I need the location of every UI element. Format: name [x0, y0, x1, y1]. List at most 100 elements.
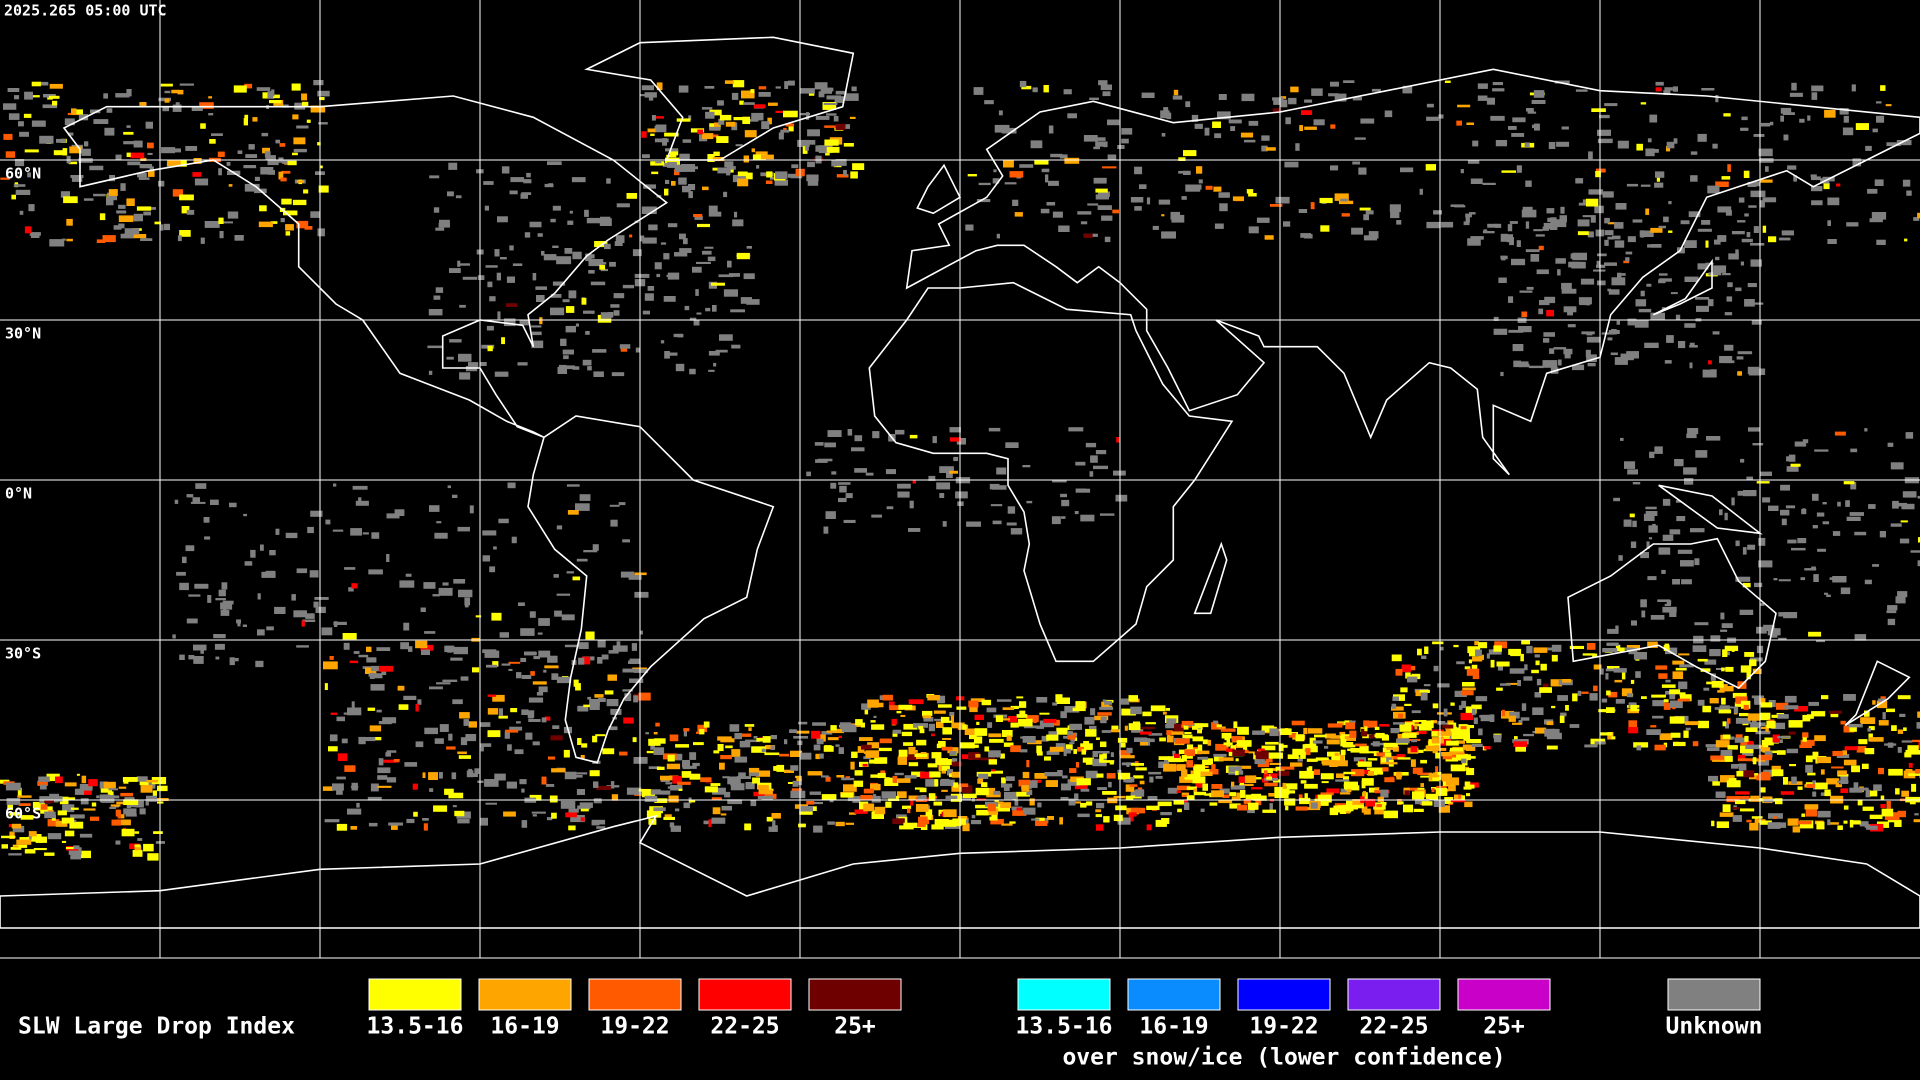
- cloud-pixel: [1373, 751, 1379, 756]
- cloud-pixel: [585, 253, 592, 262]
- cloud-pixel: [1131, 763, 1144, 766]
- cloud-pixel: [1683, 730, 1689, 738]
- cloud-pixel: [1464, 666, 1471, 670]
- cloud-pixel: [1630, 704, 1638, 712]
- cloud-pixel: [1197, 769, 1211, 774]
- cloud-pixel: [1417, 787, 1425, 791]
- cloud-pixel: [850, 171, 858, 179]
- cloud-pixel: [601, 654, 609, 660]
- cloud-pixel: [446, 746, 456, 750]
- cloud-pixel: [172, 634, 176, 639]
- cloud-pixel: [1551, 654, 1558, 662]
- cloud-pixel: [482, 649, 497, 653]
- cloud-pixel: [1343, 776, 1349, 780]
- cloud-pixel: [552, 725, 560, 729]
- cloud-pixel: [1085, 762, 1099, 765]
- cloud-pixel: [1626, 183, 1639, 187]
- cloud-pixel: [799, 806, 813, 812]
- cloud-pixel: [193, 644, 207, 651]
- cloud-pixel: [1339, 736, 1346, 739]
- cloud-pixel: [1497, 665, 1503, 671]
- cloud-pixel: [648, 738, 661, 746]
- cloud-pixel: [324, 683, 328, 690]
- cloud-pixel: [770, 745, 775, 750]
- cloud-pixel: [1435, 752, 1441, 759]
- coastlines: [0, 36, 1920, 929]
- cloud-pixel: [882, 694, 894, 701]
- cloud-pixel: [160, 83, 173, 87]
- cloud-pixel: [1043, 718, 1057, 723]
- cloud-pixel: [1363, 214, 1369, 221]
- cloud-pixel: [608, 726, 618, 731]
- cloud-pixel: [1697, 133, 1707, 142]
- cloud-pixel: [851, 447, 865, 452]
- cloud-pixel: [745, 739, 760, 743]
- cloud-pixel: [248, 144, 255, 150]
- cloud-pixel: [1563, 348, 1573, 355]
- cloud-pixel: [761, 154, 774, 160]
- cloud-pixel: [1908, 773, 1920, 776]
- cloud-pixel: [806, 174, 819, 182]
- cloud-pixel: [1445, 777, 1460, 786]
- cloud-pixel: [1036, 745, 1042, 754]
- cloud-pixel: [1788, 454, 1796, 462]
- cloud-pixel: [257, 593, 261, 600]
- cloud-pixel: [1320, 792, 1334, 796]
- cloud-pixel: [1868, 726, 1875, 731]
- cloud-pixel: [370, 684, 385, 691]
- cloud-pixel: [1346, 800, 1354, 808]
- cloud-pixel: [1248, 193, 1257, 197]
- cloud-pixel: [1230, 785, 1246, 790]
- cloud-pixel: [292, 199, 307, 206]
- cloud-pixel: [1152, 225, 1159, 230]
- cloud-pixel: [1686, 433, 1697, 439]
- latitude-label: 30°N: [5, 325, 41, 343]
- cloud-pixel: [1243, 745, 1248, 753]
- cloud-pixel: [971, 795, 975, 802]
- cloud-pixel: [1141, 726, 1155, 730]
- cloud-pixel: [32, 801, 45, 809]
- cloud-pixel: [1517, 680, 1521, 687]
- cloud-pixel: [1170, 211, 1180, 220]
- cloud-pixel: [506, 781, 517, 789]
- cloud-pixel: [532, 273, 537, 281]
- cloud-pixel: [949, 751, 957, 756]
- cloud-pixel: [772, 820, 776, 828]
- cloud-pixel: [1707, 747, 1720, 751]
- cloud-pixel: [1162, 711, 1167, 715]
- cloud-pixel: [674, 164, 684, 172]
- cloud-pixel: [293, 137, 306, 145]
- cloud-pixel: [1620, 437, 1624, 441]
- cloud-pixel: [1440, 646, 1444, 651]
- cloud-pixel: [950, 715, 954, 723]
- cloud-pixel: [448, 733, 453, 741]
- cloud-pixel: [1861, 763, 1869, 769]
- cloud-pixel: [1740, 261, 1744, 266]
- cloud-pixel: [1783, 612, 1798, 619]
- cloud-pixel: [1274, 786, 1285, 793]
- cloud-pixel: [1207, 739, 1212, 746]
- cloud-pixel: [68, 847, 82, 855]
- cloud-pixel: [1010, 528, 1023, 535]
- cloud-pixel: [732, 219, 744, 227]
- cloud-pixel: [1599, 114, 1610, 119]
- cloud-pixel: [1454, 690, 1467, 697]
- cloud-pixel: [1064, 706, 1080, 713]
- cloud-pixel: [1431, 775, 1447, 778]
- cloud-pixel: [1776, 702, 1789, 710]
- cloud-pixel: [779, 753, 790, 757]
- cloud-pixel: [984, 787, 996, 796]
- cloud-pixel: [207, 595, 212, 603]
- cloud-pixel: [1181, 794, 1189, 797]
- cloud-pixel: [1802, 737, 1807, 742]
- cloud-pixel: [589, 770, 600, 777]
- cloud-pixel: [1720, 629, 1728, 632]
- cloud-pixel: [1420, 759, 1427, 764]
- cloud-pixel: [132, 849, 143, 857]
- cloud-pixel: [1754, 582, 1763, 588]
- cloud-pixel: [1811, 85, 1824, 92]
- cloud-pixel: [668, 795, 679, 803]
- cloud-pixel: [1542, 360, 1558, 368]
- cloud-pixel: [735, 144, 743, 147]
- cloud-pixel: [1059, 154, 1068, 159]
